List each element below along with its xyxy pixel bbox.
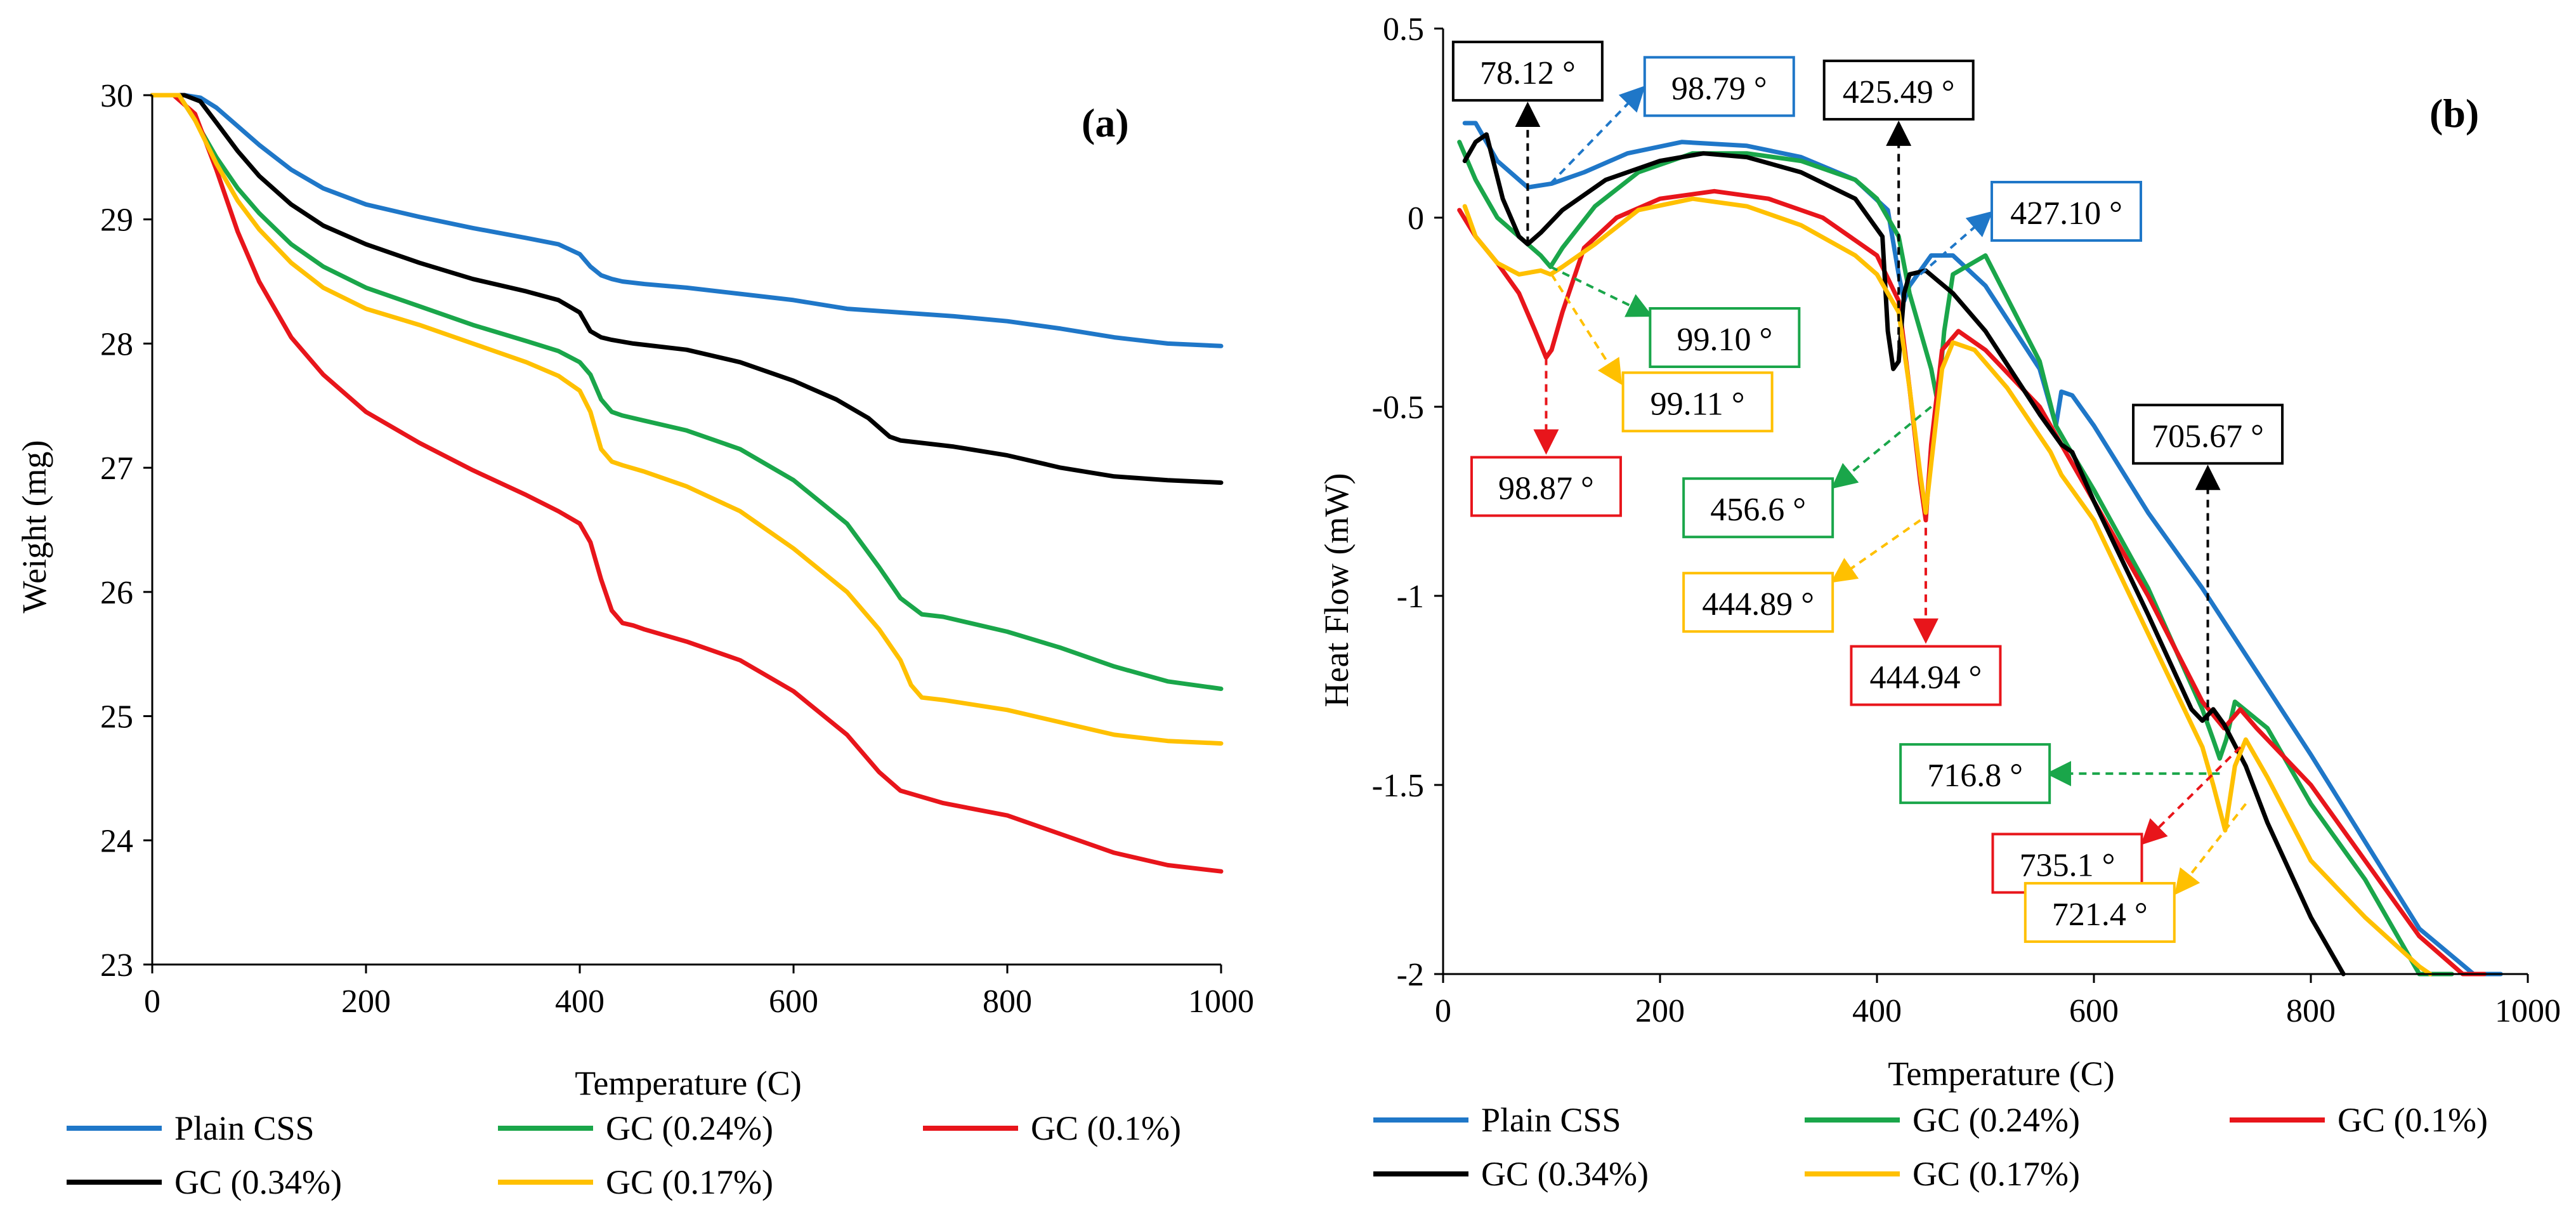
chart-b-ytick-label: 0.5 [1383,11,1424,48]
chart-a-series-gc-0-24 [150,93,1224,691]
chart-b-ytick-label: -1 [1397,579,1424,615]
chart-b-legend-label: Plain CSS [1481,1101,1621,1139]
chart-b-annotation-box [1621,371,1774,433]
chart-a-series-group [150,93,1224,874]
chart-b-xtick-label: 1000 [2495,993,2561,1029]
chart-b-series-plain-css [1462,121,2503,977]
chart-b-annotation-label: 99.10 ° [1677,322,1772,358]
chart-a-xtick-label: 600 [769,984,818,1020]
chart-a-ytick-label: 27 [100,451,133,487]
chart-a-xtick-label: 800 [983,984,1032,1020]
chart-b-annotation-box [1822,59,1975,121]
chart-b-legend-label: GC (0.24%) [1912,1101,2080,1139]
chart-b-annotation-box [1649,307,1801,368]
chart-b-annotation-label: 705.67 ° [2152,418,2264,454]
chart-b-annotations: 78.12 ° 98.79 ° 425.49 ° 427.10 ° 99.10 ° 99.… [1451,41,2284,943]
chart-b-series-gc-0-17 [1462,196,2433,977]
chart-a-legend-label: GC (0.1%) [1031,1109,1181,1147]
chart-b-ylabel: Heat Flow (mW) [1317,473,1356,708]
chart-b-series-group [1457,121,2503,977]
chart-b-legend-label: GC (0.17%) [1912,1155,2080,1193]
chart-b-ytick-label: 0 [1408,201,1424,237]
chart-b-annotation-box [1643,56,1795,117]
chart-a-ytick-label: 26 [100,575,133,611]
chart-a-ytick-label: 25 [100,699,133,735]
chart-b-axes: 0 200 400 600 800 1000 0.5 0 -0.5 -1 -1.5 -2 [1372,11,2561,1029]
chart-b-ytick-label: -1.5 [1372,768,1424,804]
chart-b-annotation-box [2024,881,2176,943]
chart-b-ytick-label: -0.5 [1372,390,1424,426]
chart-b-legend-label: GC (0.1%) [2337,1101,2488,1139]
chart-a-ylabel: Weight (mg) [15,440,53,613]
chart-a-xtick-label: 0 [144,984,160,1020]
chart-b-annotation-label: 735.1 ° [2020,847,2115,883]
chart-a-ytick-label: 24 [100,823,133,859]
chart-b-annotation-box [1451,41,1604,102]
chart-a-xtick-label: 1000 [1188,984,1254,1020]
chart-b-annotation-label: 98.87 ° [1498,471,1594,507]
chart-a-xlabel: Temperature (C) [575,1064,802,1102]
chart-a-legend-label: GC (0.17%) [606,1163,773,1201]
chart-a-ytick-label: 29 [100,202,133,239]
chart-b-xtick-label: 800 [2286,993,2336,1029]
chart-a-ytick-label: 30 [100,78,133,114]
chart-a-panel-label: (a) [1082,100,1129,145]
chart-b-annotation-box [2132,404,2284,465]
chart-b-series-gc-0-1 [1457,188,2487,977]
chart-b-panel-label: (b) [2429,91,2479,136]
chart-b-xtick-label: 200 [1635,993,1685,1029]
chart-b-annotation-arrow [1919,211,1994,275]
chart-b-annotation-box [1899,743,2051,805]
chart-b-annotation-label: 716.8 ° [1927,758,2023,794]
chart-b-xtick-label: 0 [1435,993,1451,1029]
chart-a-xtick-label: 400 [555,984,605,1020]
chart-a-series-gc-0-17 [150,93,1224,746]
chart-b-annotation-arrow [1550,273,1623,385]
chart-a-legend-label: GC (0.34%) [174,1163,342,1201]
chart-a-series-plain-css [150,93,1224,348]
chart-a-axes: 0 200 400 600 800 1000 23 24 25 26 27 28 29 30 [100,78,1254,1020]
chart-a-legend-label: GC (0.24%) [606,1109,773,1147]
chart-b-xtick-label: 600 [2069,993,2119,1029]
chart-b-annotation-box [1682,572,1834,633]
chart-b-legend: Plain CSS GC (0.24%) GC (0.1%) GC (0.34%) GC… [1373,1101,2488,1193]
chart-a: 0 200 400 600 800 1000 23 24 25 26 27 28 29 30 (a) We… [15,78,1254,1102]
chart-b-annotation-box [1850,645,2002,706]
chart-a-legend-label: Plain CSS [174,1109,315,1147]
chart-a-legend: Plain CSS GC (0.24%) GC (0.1%) GC (0.34%) GC… [67,1109,1181,1201]
chart-b-annotation-label: 444.94 ° [1870,660,1982,696]
chart-b-xtick-label: 400 [1852,993,1902,1029]
chart-b-annotation-label: 78.12 ° [1480,55,1576,91]
chart-b-annotation-label: 98.79 ° [1671,70,1767,107]
chart-b-annotation-arrow [1831,405,1932,489]
chart-a-series-gc-0-34 [150,93,1224,485]
chart-b: 0 200 400 600 800 1000 0.5 0 -0.5 -1 -1.5 -2 78.12 … [1317,11,2561,1093]
chart-b-annotation-label: 425.49 ° [1843,74,1955,110]
chart-a-series-gc-0-1 [150,93,1224,874]
chart-b-annotation-box [1682,477,1834,539]
chart-a-xtick-label: 200 [341,984,391,1020]
chart-b-annotation-label: 99.11 ° [1651,386,1745,422]
chart-a-ytick-label: 23 [100,947,133,984]
chart-b-annotation-arrow [2174,803,2247,895]
chart-b-xlabel: Temperature (C) [1888,1055,2115,1093]
chart-b-annotation-box [1991,181,2142,242]
chart-b-annotation-label: 456.6 ° [1710,492,1806,528]
chart-b-annotation-arrow [1550,265,1653,317]
chart-b-ytick-label: -2 [1397,957,1424,993]
chart-a-ytick-label: 28 [100,326,133,362]
chart-b-annotation-label: 427.10 ° [2010,195,2122,232]
chart-b-annotation-arrow [2141,746,2242,845]
chart-b-annotation-label: 721.4 ° [2052,897,2148,933]
chart-b-annotation-label: 444.89 ° [1702,586,1814,622]
chart-b-annotation-box [1470,456,1622,517]
chart-b-legend-label: GC (0.34%) [1481,1155,1649,1193]
chart-b-annotation-arrow [1831,519,1921,583]
